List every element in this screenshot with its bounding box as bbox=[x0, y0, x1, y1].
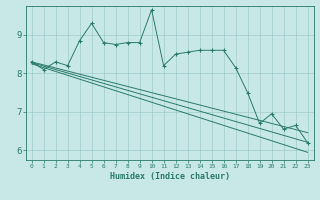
X-axis label: Humidex (Indice chaleur): Humidex (Indice chaleur) bbox=[109, 172, 230, 181]
